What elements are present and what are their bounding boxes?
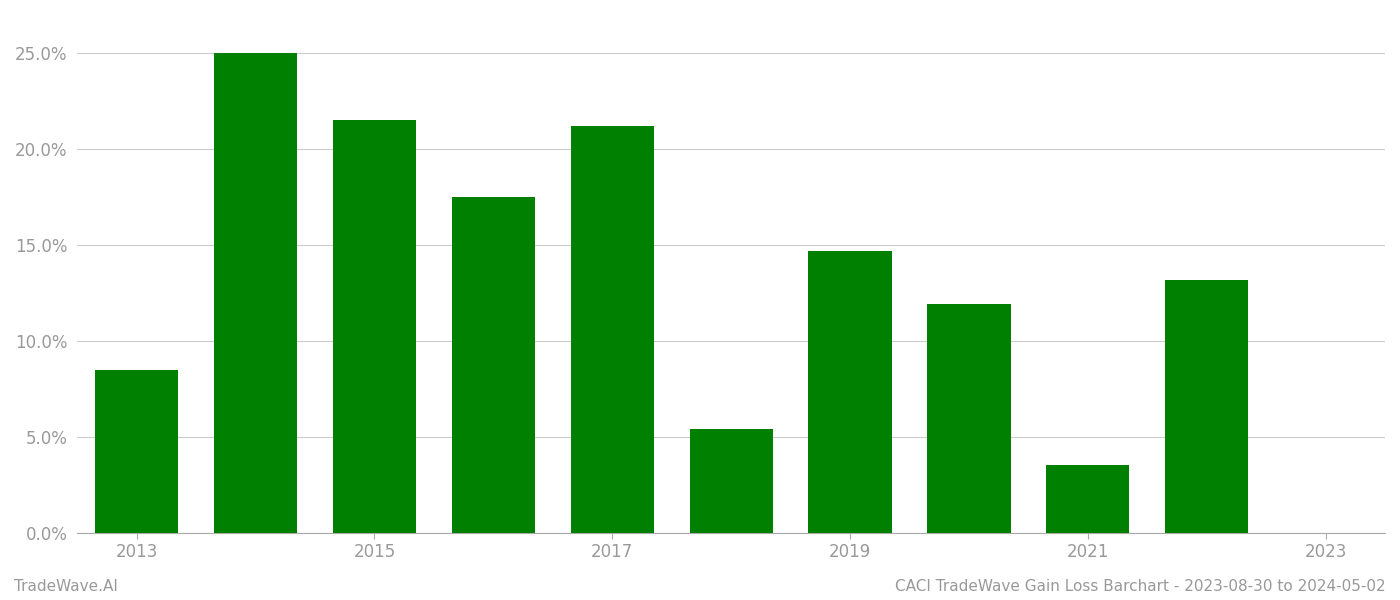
Bar — [1046, 466, 1130, 533]
Bar — [214, 53, 297, 533]
Bar — [689, 429, 773, 533]
Bar — [452, 197, 535, 533]
Bar — [1165, 280, 1249, 533]
Bar — [95, 370, 178, 533]
Bar — [571, 126, 654, 533]
Text: CACI TradeWave Gain Loss Barchart - 2023-08-30 to 2024-05-02: CACI TradeWave Gain Loss Barchart - 2023… — [896, 579, 1386, 594]
Bar — [808, 251, 892, 533]
Text: TradeWave.AI: TradeWave.AI — [14, 579, 118, 594]
Bar — [927, 304, 1011, 533]
Bar — [333, 121, 416, 533]
